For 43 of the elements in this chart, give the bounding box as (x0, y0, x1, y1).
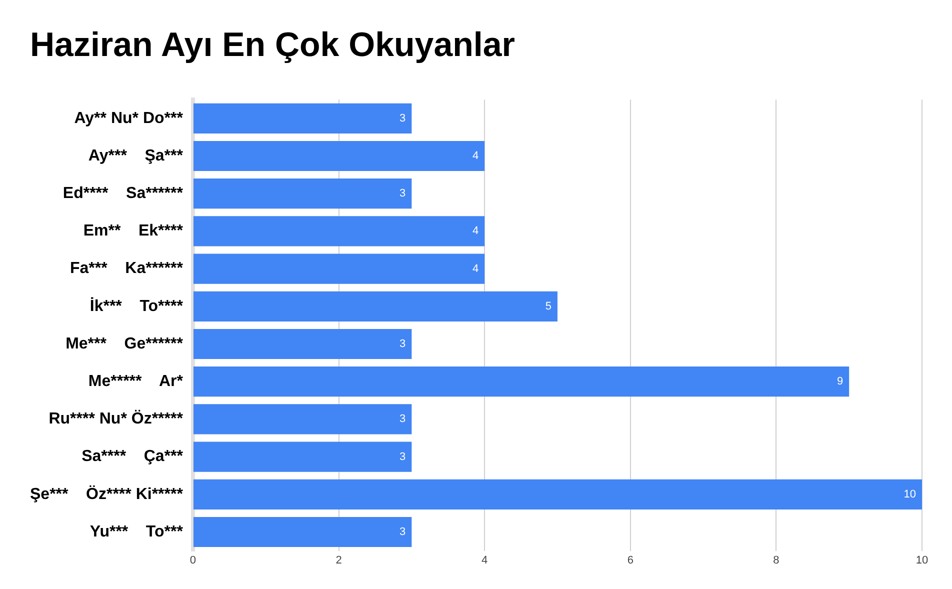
x-tick-label: 8 (773, 554, 780, 566)
y-tick-label: Ay** Nu* Do*** (74, 110, 184, 127)
bar (193, 404, 412, 434)
data-label: 3 (400, 450, 406, 463)
bar (193, 442, 412, 472)
y-tick-label: Me***** Ar* (88, 373, 184, 390)
data-label: 9 (836, 376, 844, 388)
x-tick-label: 10 (916, 554, 928, 566)
bar (193, 366, 850, 397)
y-tick-label: Şe*** Öz**** Ki***** (30, 484, 184, 503)
data-label: 5 (545, 300, 552, 312)
data-label: 10 (904, 488, 916, 500)
y-tick-label: Ru**** Nu* Öz***** (48, 410, 184, 428)
data-label: 3 (400, 112, 406, 124)
y-tick-label: Ed**** Sa****** (62, 185, 184, 202)
data-label: 4 (472, 150, 479, 162)
y-tick-label: Sa**** Ça*** (82, 448, 184, 466)
bar (193, 178, 412, 209)
y-tick-label: Ay*** Şa*** (88, 147, 184, 164)
x-tick-label: 6 (627, 554, 634, 566)
data-label: 4 (472, 262, 479, 275)
bar (193, 254, 485, 284)
bar (193, 140, 485, 172)
y-tick-label: Fa*** Ka****** (70, 260, 184, 278)
data-label: 3 (400, 413, 406, 426)
data-label: 4 (472, 225, 479, 238)
bar (193, 216, 485, 246)
x-tick-label: 4 (482, 554, 488, 566)
data-label: 3 (400, 526, 406, 538)
bar (193, 479, 922, 510)
x-tick-label: 2 (336, 554, 342, 566)
y-tick-label: Em** Ek**** (83, 222, 184, 240)
bar (193, 291, 558, 322)
x-tick-label: 0 (190, 554, 196, 566)
data-label: 3 (400, 188, 406, 200)
bar (193, 516, 412, 548)
bar (193, 103, 412, 134)
chart-title: Haziran Ayı En Çok Okuyanlar (30, 26, 515, 65)
bar (193, 328, 412, 360)
y-tick-label: Yu*** To*** (90, 523, 184, 540)
y-tick-label: Me*** Ge****** (66, 335, 184, 352)
y-tick-label: İk*** To**** (90, 296, 184, 315)
data-label: 3 (400, 338, 406, 350)
